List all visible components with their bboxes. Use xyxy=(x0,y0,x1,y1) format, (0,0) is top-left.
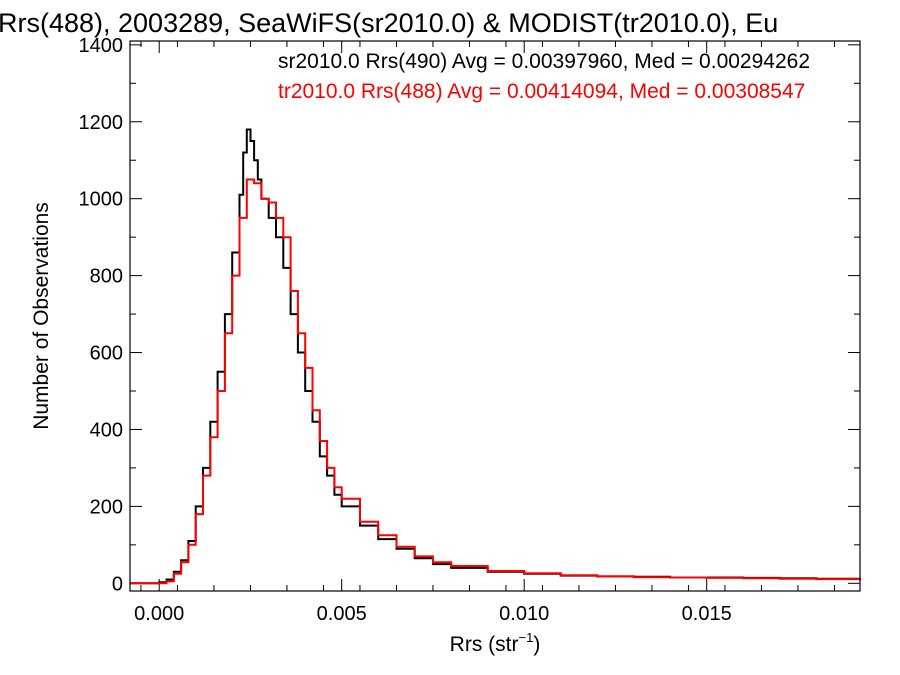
plot-frame xyxy=(129,40,861,592)
y-tick-label: 0 xyxy=(112,573,123,595)
y-tick-labels: 0 200 400 600 800 1000 1200 1400 xyxy=(79,35,124,595)
y-tick-label: 400 xyxy=(90,419,123,441)
axis-ticks xyxy=(130,41,860,591)
legend-entry-2: tr2010.0 Rrs(488) Avg = 0.00414094, Med … xyxy=(278,80,805,103)
y-axis-label: Number of Observations xyxy=(30,202,53,430)
x-tick-label: 0.005 xyxy=(317,603,367,625)
y-tick-label: 1000 xyxy=(79,189,124,211)
data-series xyxy=(130,128,861,585)
y-tick-label: 800 xyxy=(90,266,123,288)
x-axis-label: Rrs (str−1) xyxy=(450,630,541,656)
y-tick-label: 1200 xyxy=(79,112,124,134)
series-line-2 xyxy=(130,178,861,585)
x-tick-labels: 0.000 0.005 0.010 0.015 xyxy=(134,603,732,625)
x-tick-label: 0.015 xyxy=(682,603,732,625)
y-tick-label: 1400 xyxy=(79,35,124,57)
x-tick-label: 0.010 xyxy=(499,603,549,625)
chart-title: Rrs(488), 2003289, SeaWiFS(sr2010.0) & M… xyxy=(0,8,778,38)
x-axis-label-superscript: −1 xyxy=(519,630,534,645)
x-axis-label-close: ) xyxy=(533,633,540,656)
x-tick-label: 0.000 xyxy=(134,603,184,625)
y-tick-label: 200 xyxy=(90,496,123,518)
x-axis-label-text: Rrs (str xyxy=(450,633,519,656)
legend-entry-1: sr2010.0 Rrs(490) Avg = 0.00397960, Med … xyxy=(278,50,810,73)
plot-area xyxy=(129,40,861,592)
y-tick-label: 600 xyxy=(90,343,123,365)
